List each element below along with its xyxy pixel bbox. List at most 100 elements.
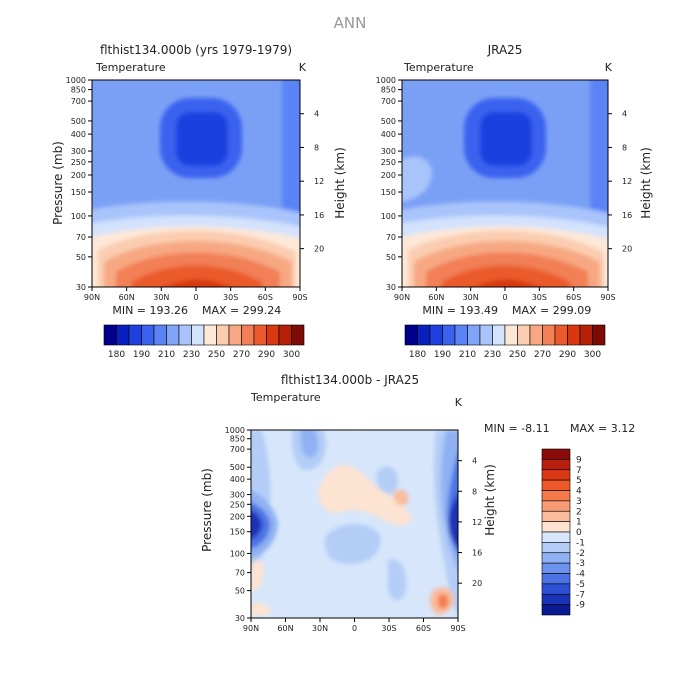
y-tick-label: 30	[76, 283, 86, 292]
y-tick-label: 1000	[376, 76, 396, 85]
y-tick-label: 200	[71, 171, 86, 180]
colorbar-label: 290	[559, 350, 576, 360]
page-title: ANN	[334, 14, 367, 32]
colorbar-swatch	[541, 531, 571, 543]
panel-reference-ylabel-right: Height (km)	[639, 147, 653, 218]
y-tick-label: 500	[230, 463, 245, 472]
x-tick-label: 60S	[258, 293, 273, 302]
colorbar-label: 250	[208, 350, 225, 360]
x-tick-label: 90S	[600, 293, 615, 302]
colorbar-label: 230	[183, 350, 200, 360]
height-tick-label: 8	[472, 487, 477, 496]
colorbar-swatch	[153, 324, 167, 346]
y-tick-label: 700	[381, 97, 396, 106]
height-tick-label: 16	[472, 549, 482, 558]
colorbar-swatch	[541, 583, 571, 595]
height-tick-label: 4	[314, 110, 319, 119]
colorbar-swatch	[541, 562, 571, 574]
y-tick-label: 500	[71, 117, 86, 126]
panel-difference-axes: 305070100150200250300400500700850100090N…	[225, 426, 483, 633]
y-tick-label: 250	[381, 158, 396, 167]
x-tick-label: 60S	[416, 624, 431, 633]
colorbar-swatch	[216, 324, 230, 346]
y-tick-label: 250	[230, 500, 245, 509]
panel-model-min: MIN = 193.26	[112, 304, 188, 317]
colorbar-swatch	[517, 324, 531, 346]
colorbar-label: 1	[576, 518, 582, 528]
panel-model-field	[92, 80, 300, 287]
colorbar-swatch	[141, 324, 155, 346]
colorbar-swatch	[541, 552, 571, 564]
colorbar-label: 270	[233, 350, 250, 360]
x-tick-label: 90S	[292, 293, 307, 302]
panel-difference-units: K	[455, 396, 463, 409]
x-tick-label: 0	[193, 293, 198, 302]
y-tick-label: 70	[76, 233, 86, 242]
colorbar-label: -2	[576, 549, 585, 559]
y-tick-label: 300	[230, 491, 245, 500]
y-tick-label: 500	[381, 117, 396, 126]
y-tick-label: 30	[386, 283, 396, 292]
colorbar-swatch	[541, 604, 571, 616]
colorbar-swatch	[541, 500, 571, 512]
height-tick-label: 4	[622, 110, 627, 119]
panel-reference-units: K	[605, 61, 613, 74]
x-tick-label: 90N	[394, 293, 410, 302]
colorbar-label: 7	[576, 466, 582, 476]
x-tick-label: 30N	[153, 293, 169, 302]
height-tick-label: 12	[472, 518, 482, 527]
colorbar-swatch	[241, 324, 255, 346]
y-tick-label: 30	[235, 614, 245, 623]
y-tick-label: 70	[386, 233, 396, 242]
height-tick-label: 12	[622, 177, 632, 186]
colorbar-swatch	[228, 324, 242, 346]
y-tick-label: 150	[381, 188, 396, 197]
colorbar-label: 2	[576, 507, 582, 517]
colorbar-swatch	[592, 324, 606, 346]
panel-reference-title: JRA25	[487, 43, 523, 57]
colorbar-swatch	[541, 542, 571, 554]
panel-model-max: MAX = 299.24	[202, 304, 281, 317]
x-tick-label: 30S	[381, 624, 396, 633]
colorbar-label: 230	[484, 350, 501, 360]
colorbar-label: -4	[576, 570, 585, 580]
x-tick-label: 30N	[463, 293, 479, 302]
colorbar-label: 210	[459, 350, 476, 360]
panel-model-ylabel-right: Height (km)	[333, 147, 347, 218]
y-tick-label: 850	[71, 86, 86, 95]
colorbar-swatch	[467, 324, 481, 346]
y-tick-label: 200	[381, 171, 396, 180]
colorbar-swatch	[541, 459, 571, 471]
y-tick-label: 250	[71, 158, 86, 167]
panel-reference-axes: 305070100150200250300400500700850100090N…	[376, 76, 633, 302]
panel-difference-max: MAX = 3.12	[570, 422, 635, 435]
colorbar-label: 3	[576, 497, 582, 507]
colorbar-label: 4	[576, 487, 582, 497]
colorbar-label: -7	[576, 590, 585, 600]
panel-model-variable: Temperature	[95, 61, 166, 74]
colorbar-swatch	[429, 324, 443, 346]
y-tick-label: 100	[71, 212, 86, 221]
colorbar-label: 190	[133, 350, 150, 360]
colorbar-swatch	[541, 490, 571, 502]
colorbar-label: 210	[158, 350, 175, 360]
panel-model-ylabel: Pressure (mb)	[51, 141, 65, 225]
colorbar-swatch	[567, 324, 581, 346]
colorbar-swatch	[541, 479, 571, 491]
y-tick-label: 150	[71, 188, 86, 197]
colorbar-label: 300	[283, 350, 300, 360]
y-tick-label: 400	[71, 130, 86, 139]
x-tick-label: 30S	[223, 293, 238, 302]
y-tick-label: 100	[381, 212, 396, 221]
colorbar-label: -9	[576, 601, 585, 611]
colorbar-swatch	[541, 448, 571, 460]
colorbar-swatch	[291, 324, 305, 346]
panel-difference-ylabel: Pressure (mb)	[200, 468, 214, 552]
x-tick-label: 0	[502, 293, 507, 302]
height-tick-label: 8	[622, 143, 627, 152]
y-tick-label: 300	[71, 147, 86, 156]
y-tick-label: 150	[230, 528, 245, 537]
colorbar-swatch	[454, 324, 468, 346]
panel-reference-min: MIN = 193.49	[422, 304, 498, 317]
